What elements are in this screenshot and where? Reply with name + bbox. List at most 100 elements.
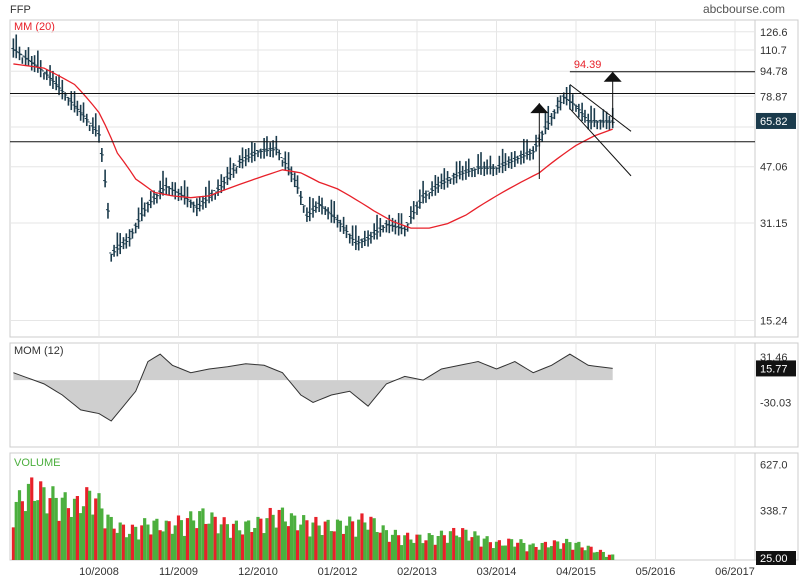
panel-frame [9, 342, 799, 448]
target-label: 94.39 [574, 59, 602, 71]
volume-bar [427, 533, 431, 560]
volume-bar [607, 554, 612, 560]
volume-bar [354, 536, 358, 560]
volume-bar [14, 501, 18, 560]
x-tick-label: 01/2012 [318, 566, 358, 578]
volume-bar [375, 531, 379, 560]
volume-bar [412, 542, 416, 560]
volume-bar [164, 520, 168, 560]
volume-bar [42, 487, 46, 560]
volume-bar [372, 518, 376, 560]
x-tick-label: 11/2009 [159, 566, 198, 578]
volume-bar [482, 538, 486, 560]
volume-bar [124, 537, 128, 560]
volume-bar [134, 526, 138, 560]
volume-bar [528, 544, 532, 560]
volume-bar [598, 549, 603, 560]
volume-bar [85, 487, 89, 560]
volume-bar [222, 517, 226, 560]
volume-bar [26, 483, 31, 560]
volume-bar [580, 547, 584, 560]
volume-bar [574, 542, 578, 560]
volume-bar [342, 533, 346, 560]
volume-bar [100, 508, 104, 560]
volume-bar [277, 509, 281, 560]
volume-bar [571, 549, 575, 560]
arrow-head [530, 103, 549, 114]
volume-bar [601, 551, 605, 560]
last-price-badge [756, 112, 796, 129]
volume-min-value: 25.00 [760, 553, 788, 565]
volume-bar [283, 521, 287, 560]
volume-bar [79, 513, 83, 560]
price-tick-label: 126.6 [760, 27, 788, 39]
volume-bar [210, 512, 214, 560]
volume-bar [592, 552, 596, 560]
volume-bar [424, 540, 428, 560]
volume-bar [540, 542, 544, 560]
volume-bar [403, 535, 407, 560]
volume-bar [363, 522, 367, 560]
source-watermark: abcbourse.com [703, 2, 785, 16]
volume-bar [452, 527, 456, 560]
volume-bar [146, 524, 150, 560]
volume-tick-label: 627.0 [760, 460, 788, 472]
volume-bar [259, 518, 263, 560]
volume-bar [201, 508, 205, 560]
volume-bar [473, 531, 477, 560]
volume-bar [494, 541, 499, 560]
price-tick-label: 94.78 [760, 66, 788, 78]
volume-bar [589, 546, 593, 560]
volume-bar [366, 529, 370, 560]
volume-bar [106, 514, 110, 560]
volume-bar [11, 527, 15, 560]
volume-bar [503, 545, 508, 560]
price-tick-label: 78.87 [760, 91, 788, 103]
volume-bar [531, 543, 535, 560]
volume-bar [433, 544, 437, 560]
x-tick-label: 10/2008 [79, 566, 119, 578]
volume-bar [397, 535, 401, 560]
volume-bar [91, 514, 95, 560]
price-tick-label: 31.15 [760, 218, 788, 230]
volume-bar [228, 537, 232, 560]
volume-bar [189, 511, 193, 560]
volume-bar [436, 536, 440, 560]
volume-bar [611, 554, 615, 560]
volume-bar [149, 534, 153, 560]
volume-bar [271, 514, 275, 560]
x-tick-label: 03/2014 [477, 566, 517, 578]
volume-bar [314, 516, 318, 560]
volume-bar [534, 546, 538, 560]
volume-bar [54, 497, 58, 560]
volume-bar [558, 548, 563, 560]
volume-bar [97, 493, 101, 560]
momentum-area [13, 354, 613, 421]
volume-bar [439, 530, 444, 560]
volume-bar [326, 519, 330, 560]
momentum-line [13, 353, 613, 422]
volume-bar [112, 528, 116, 560]
volume-bar [183, 535, 187, 560]
volume-bar [378, 532, 382, 560]
volume-bar [30, 477, 34, 560]
x-tick-label: 02/2013 [397, 566, 437, 578]
volume-bar [140, 525, 144, 560]
volume-bar [399, 545, 404, 560]
volume-bar [467, 540, 471, 560]
volume-bar [421, 543, 425, 560]
channel-line [569, 84, 632, 132]
plot-layer: 94.39 15.24 31.15 47.06 78.87 94.78 110.7 126.6… [9, 19, 799, 578]
volume-bar [320, 534, 324, 560]
volume-bar [406, 532, 410, 560]
volume-bar [247, 520, 251, 560]
volume-bar [497, 540, 501, 560]
volume-bar [488, 542, 492, 560]
volume-bar [565, 538, 569, 560]
volume-bar [88, 490, 92, 560]
x-tick-label: 05/2016 [636, 566, 676, 578]
volume-bar [393, 529, 397, 560]
x-tick-label: 12/2010 [238, 566, 278, 578]
volume-bar [562, 543, 566, 560]
